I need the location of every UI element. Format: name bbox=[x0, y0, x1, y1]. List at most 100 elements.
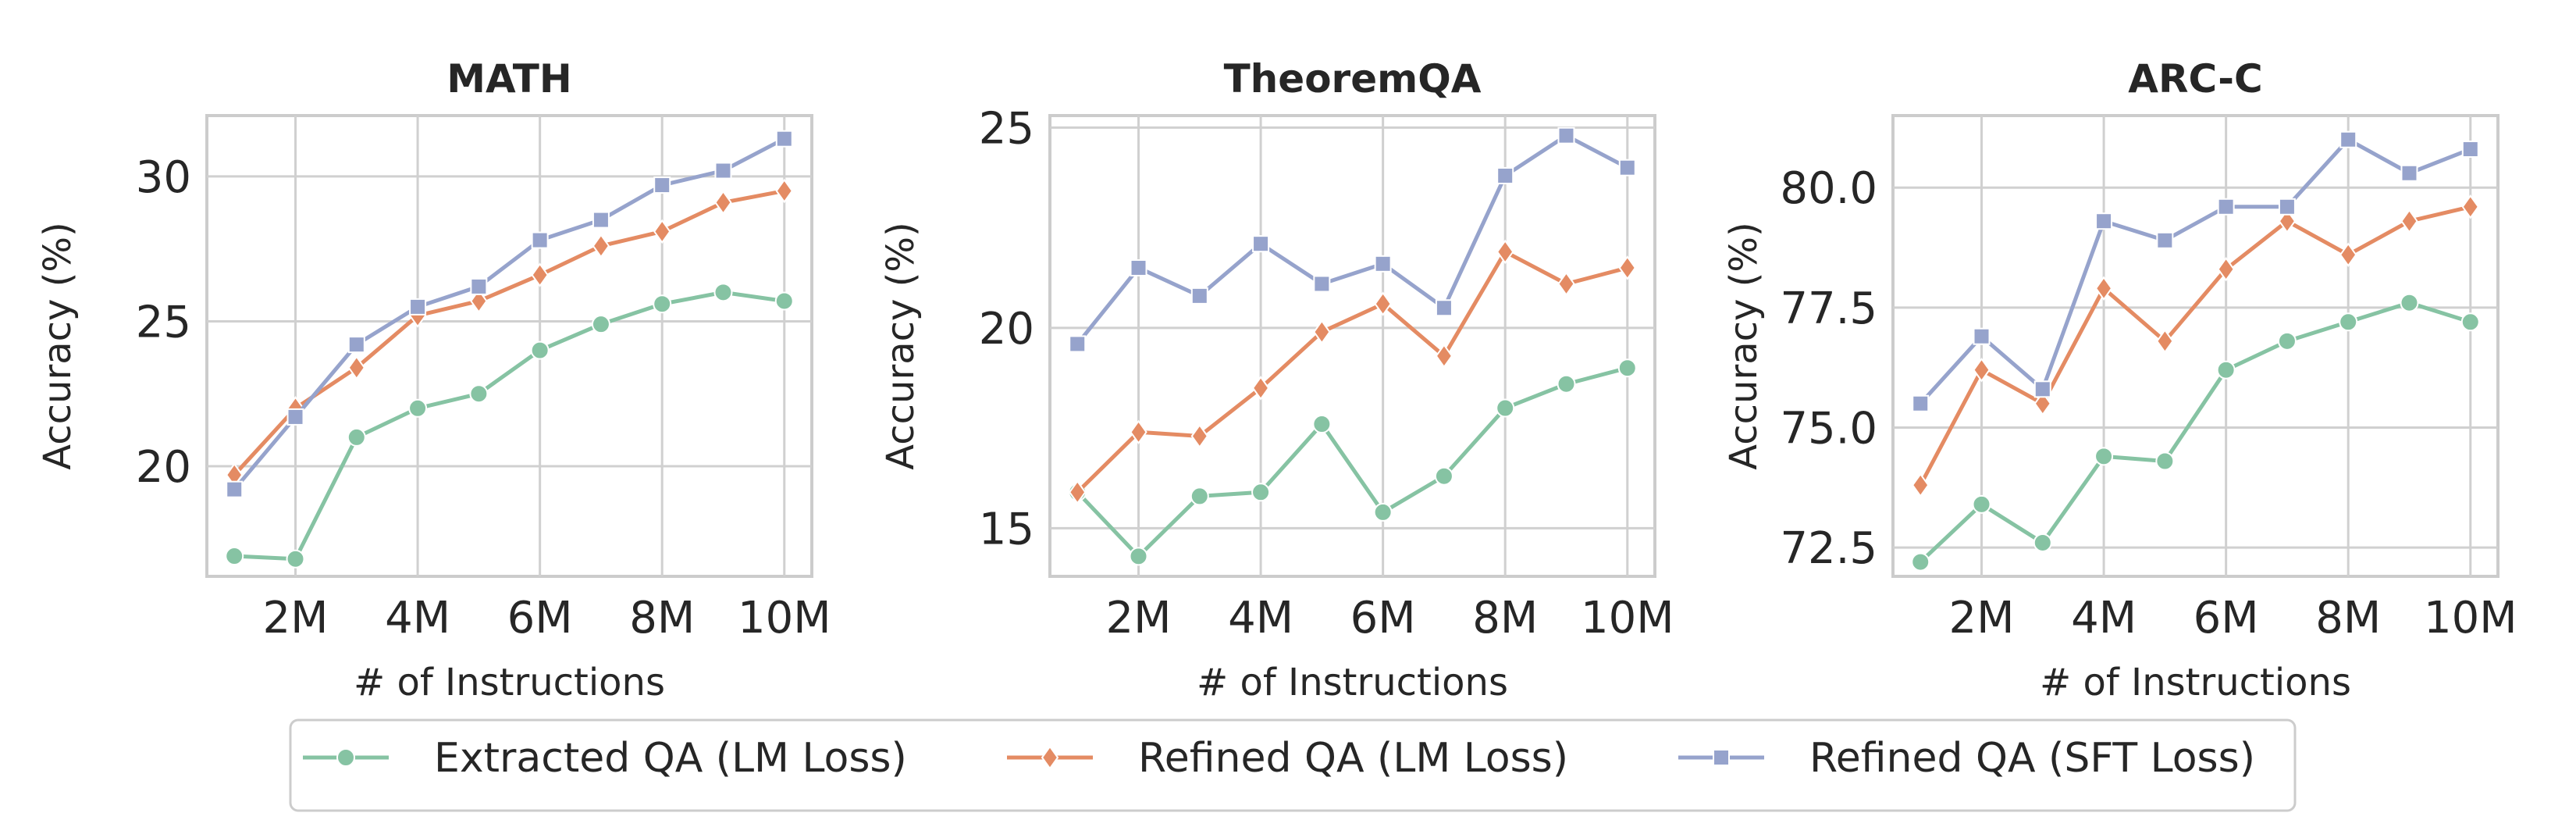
x-tick-label: 6M bbox=[1350, 593, 1416, 644]
data-point bbox=[1912, 394, 1930, 412]
data-point bbox=[714, 190, 732, 216]
data-point bbox=[1973, 327, 1991, 345]
data-point bbox=[2339, 130, 2357, 148]
data-point bbox=[530, 340, 550, 360]
plot-area bbox=[205, 114, 813, 578]
series-2 bbox=[1068, 239, 1637, 504]
data-point bbox=[1618, 159, 1636, 176]
data-point bbox=[1557, 127, 1575, 144]
data-point bbox=[775, 178, 794, 204]
data-point bbox=[347, 355, 366, 380]
legend-entry-1: Extracted QA (LM Loss) bbox=[303, 735, 907, 782]
y-tick-label: 75.0 bbox=[1780, 403, 1877, 454]
series-1 bbox=[1911, 293, 2480, 572]
data-point bbox=[225, 547, 244, 566]
series-line bbox=[234, 290, 785, 562]
legend-label: Extracted QA (LM Loss) bbox=[434, 735, 907, 782]
series-2 bbox=[1911, 194, 2480, 497]
data-point bbox=[2033, 380, 2051, 398]
data-point bbox=[1252, 235, 1270, 253]
y-tick-label: 25 bbox=[136, 297, 191, 348]
data-point bbox=[470, 288, 488, 314]
data-point bbox=[1496, 239, 1514, 265]
data-point bbox=[2400, 164, 2418, 182]
data-point bbox=[653, 294, 672, 314]
series-line bbox=[1076, 134, 1628, 346]
chart-title: ARC-C bbox=[2128, 56, 2263, 102]
data-point bbox=[2400, 293, 2419, 312]
data-point bbox=[531, 262, 549, 287]
data-point bbox=[1435, 344, 1453, 369]
data-point bbox=[2400, 209, 2418, 234]
data-point bbox=[1557, 271, 1575, 297]
y-tick-label: 77.5 bbox=[1780, 283, 1877, 334]
y-tick-label: 15 bbox=[979, 504, 1034, 554]
data-point bbox=[1129, 547, 1148, 566]
data-point bbox=[1617, 358, 1637, 378]
data-point bbox=[1434, 466, 1453, 486]
data-point bbox=[591, 315, 610, 334]
x-tick-label: 8M bbox=[629, 593, 695, 644]
x-tick-label: 10M bbox=[738, 593, 831, 644]
y-tick-label: 72.5 bbox=[1780, 523, 1877, 574]
data-point bbox=[2216, 360, 2236, 380]
data-point bbox=[1130, 258, 1147, 276]
data-point bbox=[1313, 275, 1331, 293]
data-point bbox=[1972, 494, 1991, 514]
series-line bbox=[233, 189, 785, 476]
data-point bbox=[470, 277, 488, 295]
series-1 bbox=[225, 283, 794, 569]
data-point bbox=[1374, 255, 1392, 273]
data-point bbox=[2339, 312, 2358, 332]
x-axis-label: # of Instructions bbox=[354, 661, 665, 704]
series-line bbox=[1919, 205, 2471, 487]
data-point bbox=[592, 211, 610, 229]
data-point bbox=[531, 231, 549, 249]
data-point bbox=[1374, 291, 1392, 316]
series-1 bbox=[1068, 358, 1637, 566]
data-point bbox=[2217, 256, 2235, 282]
data-point bbox=[775, 130, 793, 148]
data-point bbox=[2094, 447, 2114, 466]
data-point bbox=[2461, 194, 2480, 219]
data-point bbox=[2461, 141, 2479, 159]
data-point bbox=[1130, 419, 1147, 445]
plot-area bbox=[1891, 114, 2500, 578]
legend-entry-3: Refined QA (SFT Loss) bbox=[1678, 735, 2255, 782]
data-point bbox=[2095, 212, 2113, 230]
chart-panel-3: 2M 4M 6M 8M 10M 72.5 75.0 77.5 80.0 ARC-C # of Ins… bbox=[1722, 56, 2517, 704]
data-point bbox=[1068, 480, 1087, 504]
data-point bbox=[408, 398, 428, 418]
chart-panel-2: 2M 4M 6M 8M 10M 15 20 25 TheoremQA # of Instructi… bbox=[879, 56, 1674, 704]
x-tick-label: 2M bbox=[263, 593, 329, 644]
data-point bbox=[469, 384, 489, 404]
data-point bbox=[2033, 391, 2052, 416]
x-tick-label: 4M bbox=[385, 593, 450, 644]
y-tick-label: 80.0 bbox=[1780, 163, 1877, 214]
data-point bbox=[1435, 299, 1453, 317]
y-tick-label: 20 bbox=[979, 304, 1034, 355]
chart-panel-1: 2M 4M 6M 8M 10M 20 25 30 MATH # of Instructions Ac… bbox=[36, 56, 831, 704]
data-point bbox=[1251, 483, 1271, 502]
data-point bbox=[1190, 487, 1209, 506]
x-tick-label: 6M bbox=[507, 593, 573, 644]
data-point bbox=[1911, 472, 1930, 497]
x-tick-label: 2M bbox=[1949, 593, 2015, 644]
series-line bbox=[1919, 301, 2471, 564]
data-point bbox=[2156, 231, 2174, 249]
data-point bbox=[2094, 276, 2113, 301]
data-point bbox=[774, 291, 794, 311]
data-point bbox=[1373, 502, 1393, 522]
data-point bbox=[2156, 329, 2174, 354]
y-axis-label: Accuracy (%) bbox=[1722, 222, 1766, 469]
x-tick-label: 10M bbox=[1581, 593, 1674, 644]
data-point bbox=[286, 408, 304, 426]
data-point bbox=[347, 336, 365, 354]
data-point bbox=[1312, 415, 1332, 434]
data-point bbox=[1557, 374, 1576, 394]
data-point bbox=[2278, 209, 2297, 234]
data-point bbox=[226, 480, 244, 498]
y-tick-label: 25 bbox=[979, 103, 1034, 154]
data-point bbox=[1313, 319, 1331, 344]
